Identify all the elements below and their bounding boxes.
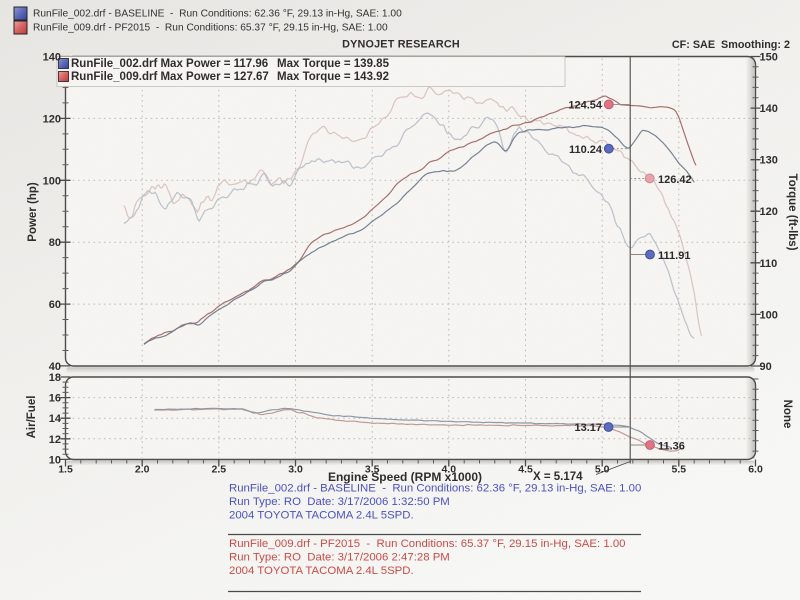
svg-text:18: 18 — [49, 372, 61, 384]
svg-text:5.0: 5.0 — [595, 464, 610, 476]
svg-text:X = 5.174: X = 5.174 — [533, 471, 583, 483]
svg-text:Run Type: RO Date: 3/17/2006: Run Type: RO Date: 3/17/2006 1:32:50 PM — [229, 496, 450, 508]
svg-text:CF: SAE Smoothing: 2: CF: SAE Smoothing: 2 — [672, 39, 790, 51]
svg-text:Engine Speed (RPM x1000): Engine Speed (RPM x1000) — [328, 470, 482, 484]
svg-text:126.42: 126.42 — [658, 174, 692, 186]
svg-text:124.54: 124.54 — [568, 100, 603, 112]
svg-text:6.0: 6.0 — [748, 464, 763, 476]
svg-text:5.5: 5.5 — [671, 464, 686, 476]
svg-text:RunFile_002.drf - BASELINE -: RunFile_002.drf - BASELINE - Run Conditi… — [229, 483, 641, 495]
svg-text:2.5: 2.5 — [211, 464, 226, 476]
svg-text:4.5: 4.5 — [518, 464, 533, 476]
svg-text:140: 140 — [760, 103, 778, 115]
svg-text:3.0: 3.0 — [288, 464, 303, 476]
svg-text:Power (hp): Power (hp) — [27, 182, 39, 242]
svg-text:Air/Fuel: Air/Fuel — [26, 396, 38, 439]
svg-text:RunFile_009.drf Max Power = 12: RunFile_009.drf Max Power = 127.67 — [71, 71, 269, 83]
svg-text:1.5: 1.5 — [58, 464, 73, 476]
svg-text:120: 120 — [760, 206, 778, 218]
svg-text:4.0: 4.0 — [441, 464, 456, 476]
svg-text:130: 130 — [760, 155, 778, 167]
svg-text:RunFile_002.drf - BASELINE -: RunFile_002.drf - BASELINE - Run Conditi… — [33, 9, 402, 20]
svg-text:110.24: 110.24 — [569, 144, 603, 156]
svg-text:16: 16 — [49, 393, 61, 405]
svg-text:12: 12 — [49, 434, 61, 446]
svg-text:60: 60 — [49, 299, 61, 311]
svg-text:RunFile_009.drf - PF2015 - R: RunFile_009.drf - PF2015 - Run Condition… — [33, 23, 388, 34]
svg-text:Max Torque = 139.85: Max Torque = 139.85 — [277, 58, 390, 70]
svg-text:3.5: 3.5 — [365, 464, 380, 476]
svg-text:2.0: 2.0 — [135, 464, 150, 476]
svg-text:None: None — [781, 400, 793, 429]
svg-text:140: 140 — [43, 52, 61, 64]
svg-text:150: 150 — [760, 52, 778, 64]
svg-text:2004 TOYOTA TACOMA 2.4L 5SPD.: 2004 TOYOTA TACOMA 2.4L 5SPD. — [229, 565, 414, 577]
svg-text:10: 10 — [49, 454, 61, 466]
svg-text:RunFile_002.drf Max Power = 11: RunFile_002.drf Max Power = 117.96 — [71, 58, 268, 70]
svg-text:RunFile_009.drf - PF2015 - R: RunFile_009.drf - PF2015 - Run Condition… — [229, 538, 626, 550]
svg-text:DYNOJET RESEARCH: DYNOJET RESEARCH — [342, 39, 460, 51]
svg-text:Torque (ft-lbs): Torque (ft-lbs) — [786, 173, 798, 250]
svg-text:100: 100 — [43, 175, 61, 187]
svg-text:2004 TOYOTA TACOMA 2.4L 5SPD.: 2004 TOYOTA TACOMA 2.4L 5SPD. — [229, 510, 414, 522]
svg-text:111.91: 111.91 — [658, 250, 690, 262]
svg-text:Max Torque = 143.92: Max Torque = 143.92 — [277, 71, 389, 83]
svg-text:100: 100 — [760, 309, 778, 321]
svg-text:13.17: 13.17 — [574, 422, 602, 434]
svg-text:14: 14 — [49, 413, 62, 425]
svg-text:110: 110 — [760, 258, 778, 270]
svg-text:120: 120 — [43, 113, 61, 125]
svg-text:11.36: 11.36 — [658, 441, 685, 453]
svg-text:Run Type: RO Date: 3/17/2006: Run Type: RO Date: 3/17/2006 2:47:28 PM — [229, 552, 450, 564]
svg-text:40: 40 — [49, 361, 61, 373]
svg-text:90: 90 — [760, 361, 772, 373]
svg-text:80: 80 — [49, 237, 61, 249]
